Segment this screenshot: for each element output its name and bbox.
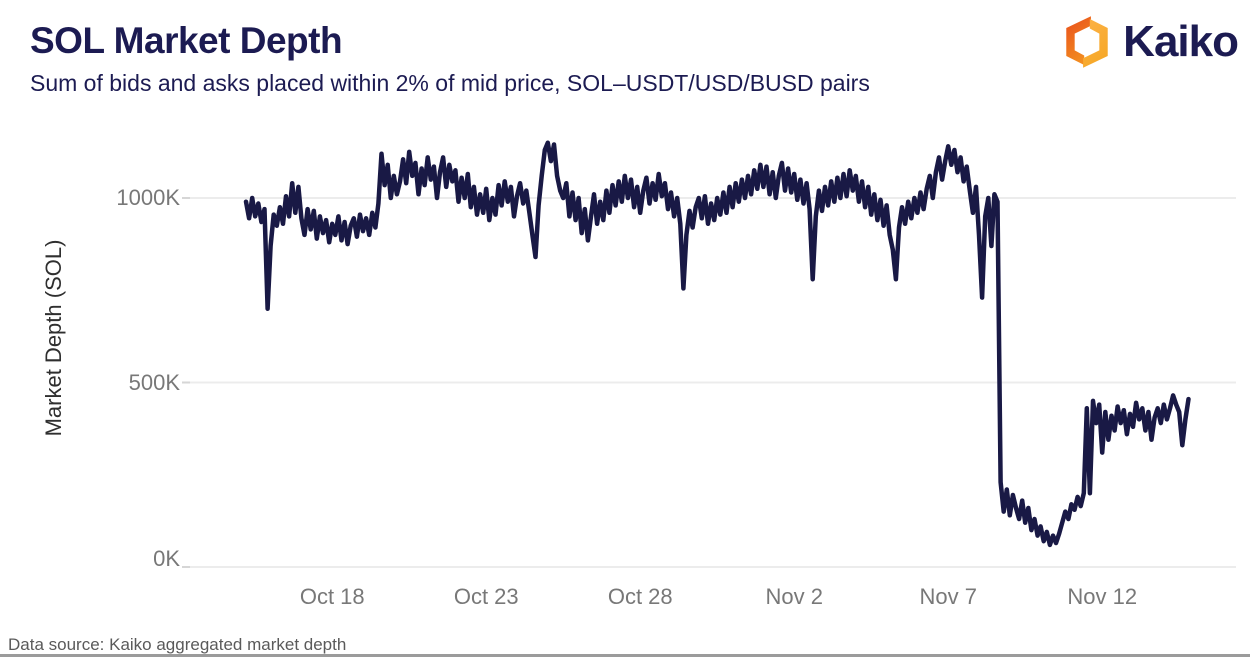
data-source-note: Data source: Kaiko aggregated market dep… (8, 635, 347, 654)
page-subtitle: Sum of bids and asks placed within 2% of… (30, 70, 870, 96)
x-tick-label-Nov-2: Nov 2 (765, 584, 823, 609)
page-title: SOL Market Depth (30, 20, 343, 61)
market-depth-line (243, 140, 1191, 548)
kaiko-logo: Kaiko (1059, 13, 1239, 71)
x-tick-label-Oct-23: Oct 23 (453, 584, 519, 609)
kaiko-logo-icon (1059, 14, 1115, 70)
y-tick-label-1000K: 1000K (116, 185, 180, 210)
y-tick-label-500K: 500K (128, 369, 180, 395)
bottom-divider (0, 654, 1250, 657)
x-tick-label-Oct-18: Oct 18 (299, 584, 365, 609)
y-axis-title: Market Depth (SOL) (41, 239, 66, 437)
x-tick-label-Nov-12: Nov 12 (1067, 584, 1138, 609)
kaiko-wordmark: Kaiko (1123, 17, 1239, 66)
y-tick-label-0K: 0K (153, 546, 180, 571)
x-tick-label-Oct-28: Oct 28 (607, 584, 673, 609)
x-tick-label-Nov-7: Nov 7 (919, 584, 977, 609)
